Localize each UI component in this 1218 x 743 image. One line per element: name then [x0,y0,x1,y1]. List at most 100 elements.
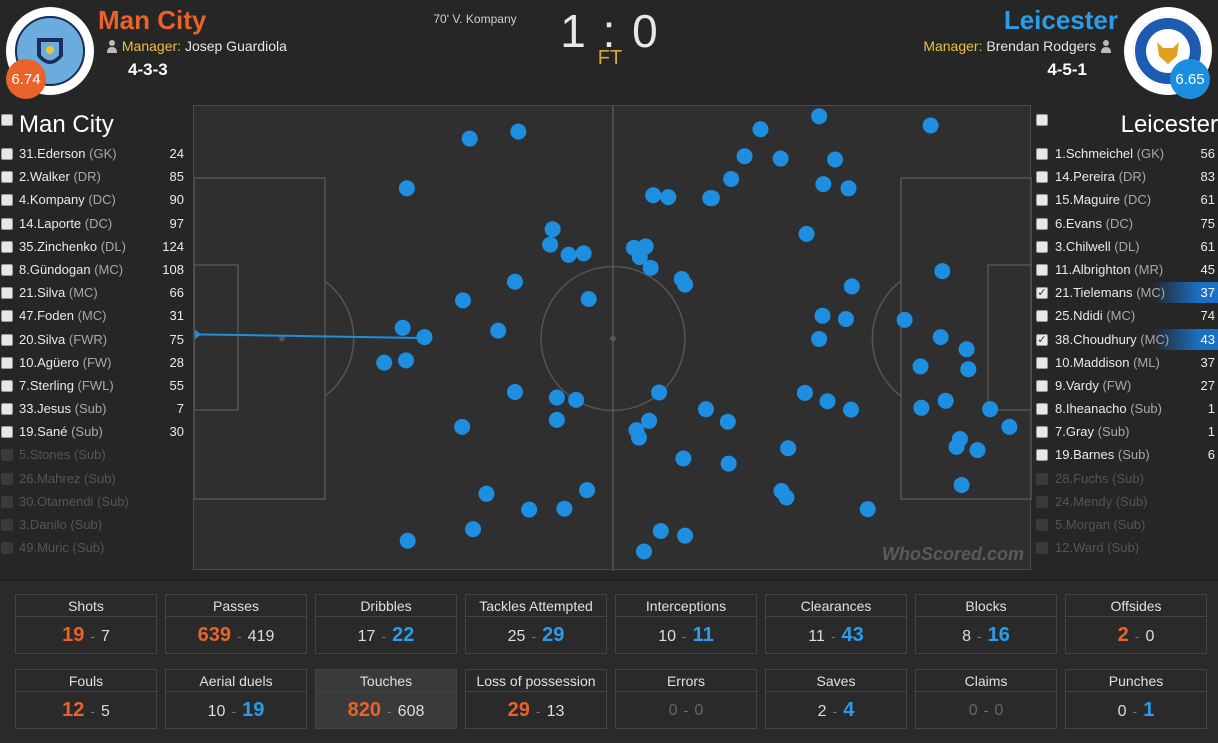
home-player-checkbox[interactable] [1,194,13,207]
stat-box[interactable]: Tackles Attempted 25-29 [465,594,607,654]
stat-home-value: 11 [808,628,825,645]
home-player-checkbox[interactable] [1,217,13,230]
stat-box[interactable]: Shots 19-7 [15,594,157,654]
home-player-checkbox[interactable] [1,495,13,508]
home-player-row[interactable]: 3.Danilo (Sub) [0,513,190,536]
home-player-checkbox[interactable] [1,449,13,462]
away-player-checkbox[interactable] [1036,171,1048,184]
home-player-checkbox[interactable] [1,403,13,416]
match-status: FT [597,47,623,69]
stat-box[interactable]: Dribbles 17-22 [315,594,457,654]
stat-box[interactable]: Passes 639-419 [165,594,307,654]
away-player-row[interactable]: 6.Evans (DC) 75 [1034,212,1218,235]
home-player-checkbox[interactable] [1,171,13,184]
stat-label: Shots [16,595,156,617]
away-player-row[interactable]: 28.Fuchs (Sub) [1034,467,1218,490]
home-player-row[interactable]: 47.Foden (MC) 31 [0,304,190,327]
home-player-row[interactable]: 4.Kompany (DC) 90 [0,188,190,211]
away-player-row[interactable]: ✓ 21.Tielemans (MC) 37 [1034,281,1218,304]
home-player-row[interactable]: 49.Muric (Sub) [0,536,190,559]
away-player-row[interactable]: 12.Ward (Sub) [1034,536,1218,559]
away-team-name[interactable]: Leicester [1003,5,1118,35]
stat-box[interactable]: Blocks 8-16 [915,594,1057,654]
home-select-all-checkbox[interactable] [1,114,13,126]
home-player-checkbox[interactable] [1,519,13,531]
away-player-row[interactable]: 7.Gray (Sub) 1 [1034,420,1218,443]
home-player-row[interactable]: 10.Agüero (FW) 28 [0,351,190,374]
home-player-checkbox[interactable] [1,333,13,346]
away-player-row[interactable]: 3.Chilwell (DL) 61 [1034,235,1218,258]
home-player-checkbox[interactable] [1,542,13,555]
away-player-checkbox[interactable] [1036,356,1048,369]
away-penalty-arc [871,280,902,397]
away-player-checkbox[interactable] [1036,495,1048,508]
home-player-checkbox[interactable] [1,148,13,160]
home-team-name[interactable]: Man City [98,5,207,35]
stat-box[interactable]: Claims 0-0 [915,669,1057,729]
home-player-row[interactable]: 26.Mahrez (Sub) [0,467,190,490]
away-player-row[interactable]: 10.Maddison (ML) 37 [1034,351,1218,374]
home-player-row[interactable]: 19.Sané (Sub) 30 [0,420,190,443]
away-player-checkbox[interactable] [1036,542,1048,555]
home-player-row[interactable]: 7.Sterling (FWL) 55 [0,374,190,397]
home-player-checkbox[interactable] [1,426,13,439]
away-player-row[interactable]: 8.Iheanacho (Sub) 1 [1034,397,1218,420]
stat-box[interactable]: Punches 0-1 [1065,669,1207,729]
home-player-row[interactable]: 8.Gündogan (MC) 108 [0,258,190,281]
home-player-touches: 97 [169,215,184,231]
away-player-row[interactable]: 9.Vardy (FW) 27 [1034,374,1218,397]
away-player-checkbox[interactable]: ✓ [1036,333,1048,346]
home-crest-emblem [15,16,85,86]
home-player-checkbox[interactable] [1,310,13,323]
away-player-checkbox[interactable] [1036,217,1048,230]
home-player-checkbox[interactable] [1,287,13,300]
stat-box[interactable]: Fouls 12-5 [15,669,157,729]
home-player-row[interactable]: 21.Silva (MC) 66 [0,281,190,304]
home-player-row[interactable]: 20.Silva (FWR) 75 [0,328,190,351]
away-player-row[interactable]: ✓ 38.Choudhury (MC) 43 [1034,328,1218,351]
home-player-row[interactable]: 2.Walker (DR) 85 [0,165,190,188]
away-player-checkbox[interactable]: ✓ [1036,287,1048,300]
away-player-checkbox[interactable] [1036,194,1048,207]
away-player-checkbox[interactable] [1036,263,1048,276]
stat-box[interactable]: Errors 0-0 [615,669,757,729]
away-player-row[interactable]: 14.Pereira (DR) 83 [1034,165,1218,188]
away-player-row[interactable]: 19.Barnes (Sub) 6 [1034,443,1218,466]
stat-box[interactable]: Saves 2-4 [765,669,907,729]
away-player-row[interactable]: 5.Morgan (Sub) [1034,513,1218,536]
home-player-checkbox[interactable] [1,356,13,369]
away-player-checkbox[interactable] [1036,379,1048,392]
away-player-checkbox[interactable] [1036,472,1048,485]
home-player-checkbox[interactable] [1,379,13,392]
home-player-row[interactable]: 35.Zinchenko (DL) 124 [0,235,190,258]
away-player-checkbox[interactable] [1036,449,1048,462]
away-player-row[interactable]: 15.Maguire (DC) 61 [1034,188,1218,211]
home-player-checkbox[interactable] [1,263,13,276]
stat-box[interactable]: Aerial duels 10-19 [165,669,307,729]
away-player-checkbox[interactable] [1036,240,1048,253]
away-player-checkbox[interactable] [1036,519,1048,531]
player-position: (FWR) [68,331,108,347]
away-player-checkbox[interactable] [1036,426,1048,439]
home-player-row[interactable]: 33.Jesus (Sub) 7 [0,397,190,420]
home-player-row[interactable]: 14.Laporte (DC) 97 [0,212,190,235]
stat-box[interactable]: Loss of possession 29-13 [465,669,607,729]
away-player-row[interactable]: 24.Mendy (Sub) [1034,490,1218,513]
home-player-row[interactable]: 31.Ederson (GK) 24 [0,142,190,165]
away-player-checkbox[interactable] [1036,403,1048,416]
stat-box[interactable]: Interceptions 10-11 [615,594,757,654]
stat-box[interactable]: Touches 820-608 [315,669,457,729]
stat-box[interactable]: Clearances 11-43 [765,594,907,654]
away-player-row[interactable]: 11.Albrighton (MR) 45 [1034,258,1218,281]
stat-box[interactable]: Offsides 2-0 [1065,594,1207,654]
away-player-row[interactable]: 1.Schmeichel (GK) 56 [1034,142,1218,165]
home-player-row[interactable]: 30.Otamendi (Sub) [0,490,190,513]
away-player-checkbox[interactable] [1036,310,1048,323]
home-player-checkbox[interactable] [1,472,13,485]
stat-away-value: 0 [694,702,704,719]
home-player-row[interactable]: 5.Stones (Sub) [0,443,190,466]
away-player-checkbox[interactable] [1036,148,1048,160]
home-player-checkbox[interactable] [1,240,13,253]
away-player-row[interactable]: 25.Ndidi (MC) 74 [1034,304,1218,327]
away-select-all-checkbox[interactable] [1036,114,1048,126]
